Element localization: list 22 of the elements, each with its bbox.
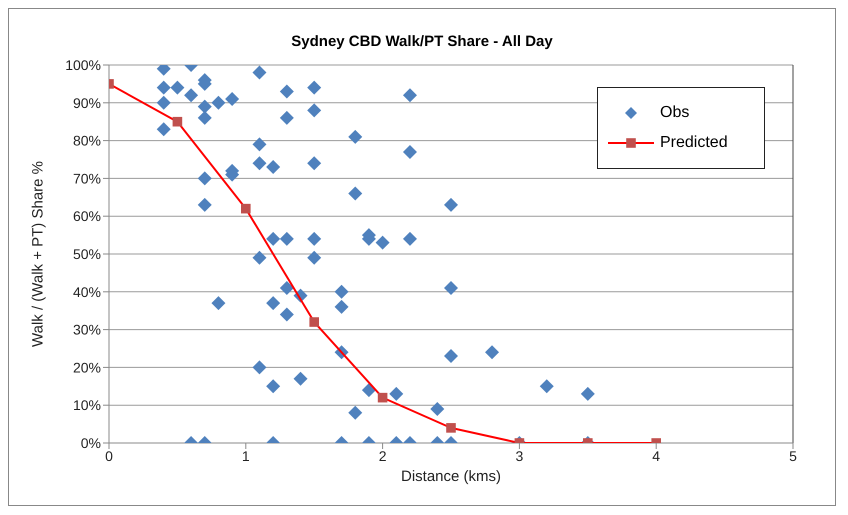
y-tick-label: 50% (72, 246, 101, 262)
y-tick-label: 10% (72, 397, 101, 414)
y-tick-label: 80% (72, 132, 101, 149)
y-tick-label: 20% (72, 359, 101, 376)
x-axis-title: Distance (kms) (400, 468, 502, 485)
y-tick-label: 60% (72, 208, 101, 224)
y-tick-label: 70% (72, 170, 101, 186)
y-tick-label: 0% (80, 434, 101, 451)
x-tick-label: 0 (105, 448, 114, 464)
x-tick-label: 2 (378, 448, 387, 464)
y-tick-label: 100% (65, 56, 101, 73)
x-tick-label: 5 (789, 448, 798, 464)
y-tick-label: 90% (72, 94, 101, 111)
y-tick-label: 30% (72, 322, 101, 338)
legend-label: Predicted (660, 134, 728, 152)
x-tick-label: 4 (652, 448, 660, 464)
legend-label: Obs (660, 104, 690, 122)
y-tick-label: 40% (72, 284, 101, 300)
y-axis-title: Walk / (Walk + PT) Share % (29, 160, 46, 348)
x-tick-label: 3 (516, 448, 524, 464)
x-tick-label: 1 (242, 448, 250, 464)
chart-title: Sydney CBD Walk/PT Share - All Day (290, 33, 554, 52)
